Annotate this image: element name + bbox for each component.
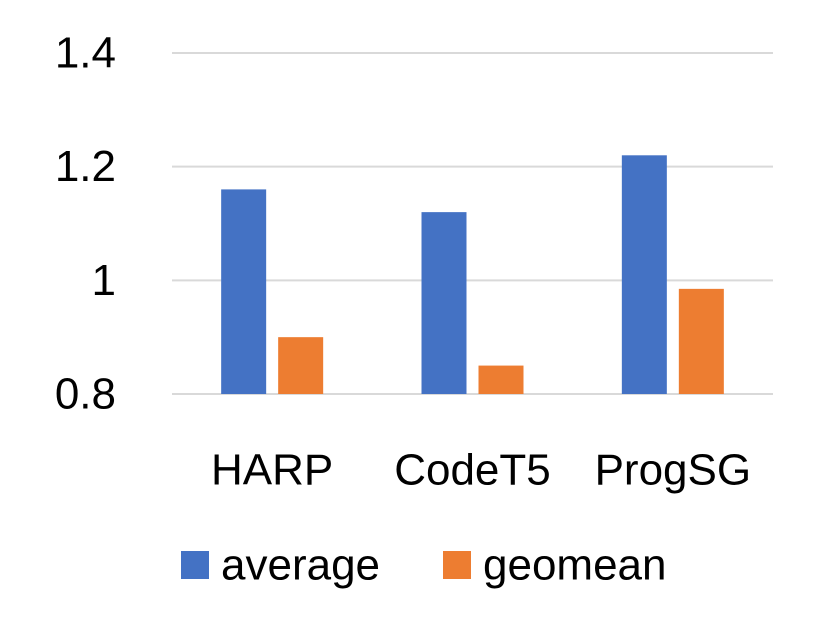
gridlines (172, 52, 773, 395)
legend-label-average: average (221, 541, 380, 590)
x-tick-label: CodeT5 (394, 446, 551, 495)
legend-label-geomean: geomean (483, 541, 666, 590)
bar-average-harp (221, 189, 267, 394)
bar-average-codet5 (421, 212, 467, 394)
x-tick-label: HARP (211, 446, 333, 495)
bar-geomean-codet5 (478, 365, 524, 394)
y-tick-label: 1.2 (55, 142, 116, 191)
x-tick-label: ProgSG (595, 446, 752, 495)
bar-geomean-progsg (678, 288, 724, 394)
bars (221, 155, 724, 394)
legend-swatch-geomean (443, 551, 471, 579)
legend: average geomean (181, 541, 666, 590)
legend-swatch-average (181, 551, 209, 579)
bar-geomean-harp (278, 337, 324, 394)
y-tick-label: 1 (92, 256, 116, 305)
y-tick-label: 0.8 (55, 370, 116, 419)
x-axis-category-labels: HARP CodeT5 ProgSG (211, 446, 751, 495)
y-axis-tick-labels: 0.8 1 1.2 1.4 (55, 29, 116, 419)
bar-average-progsg (621, 155, 667, 394)
y-tick-label: 1.4 (55, 29, 116, 78)
